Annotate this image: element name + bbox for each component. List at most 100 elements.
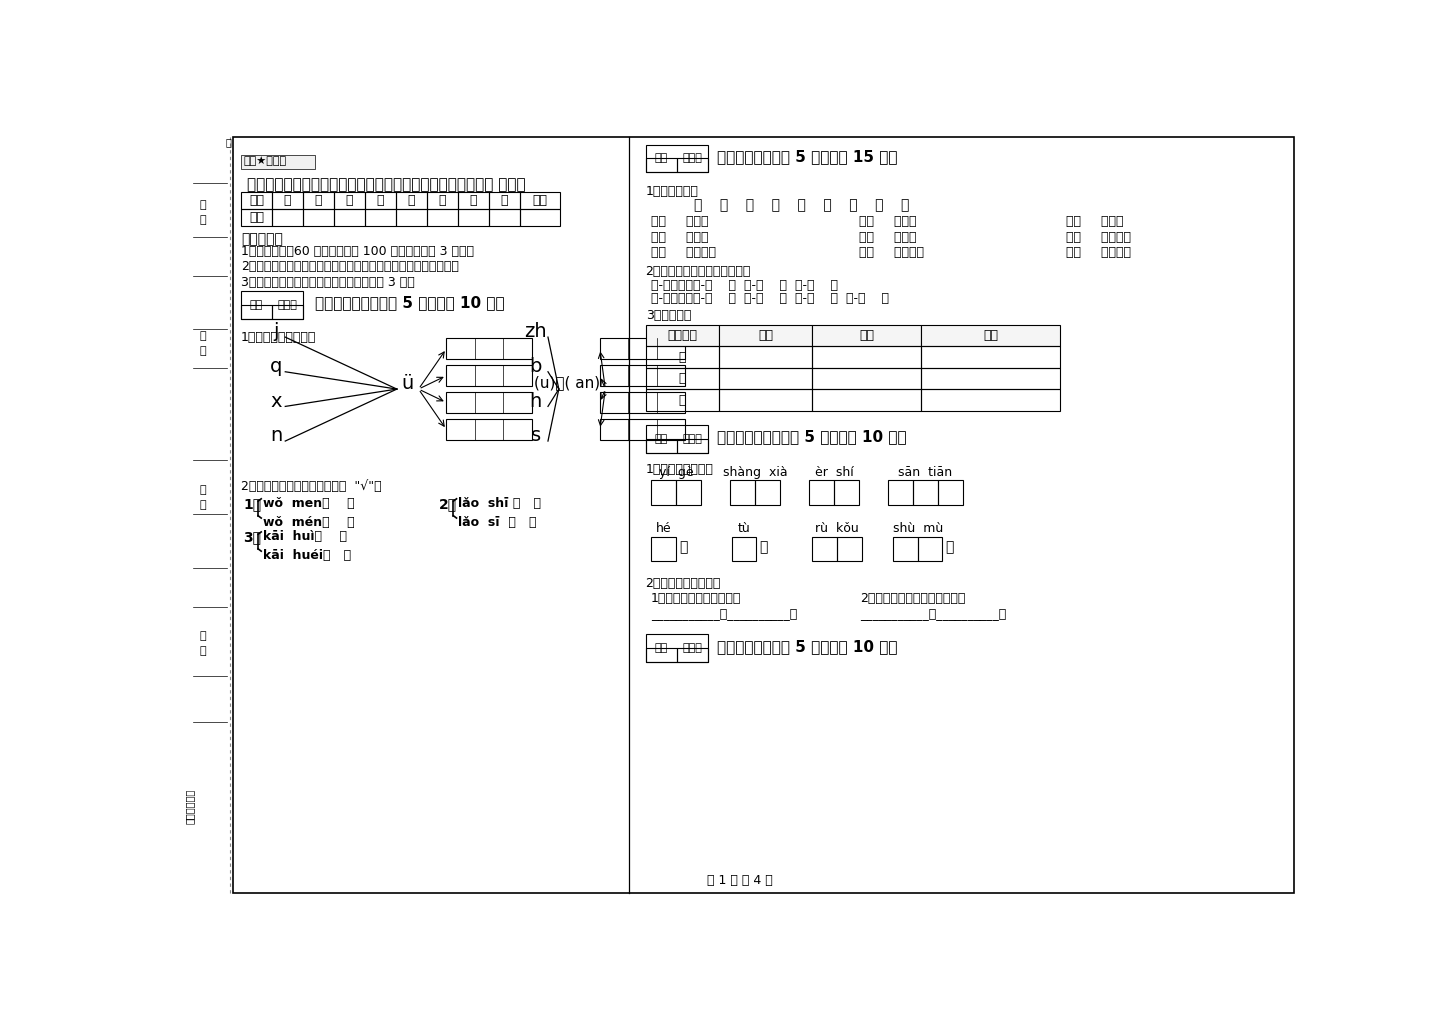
Text: yí  gè: yí gè (659, 466, 694, 479)
Bar (913, 480, 938, 505)
Text: 1、王老师在灯下改作业。: 1、王老师在灯下改作业。 (652, 592, 741, 605)
Bar (646, 439, 676, 452)
Bar (600, 392, 685, 413)
Text: 音节: 音节 (858, 329, 874, 342)
Text: ___________再__________。: ___________再__________。 (860, 607, 1007, 621)
Text: sān  tiān: sān tiān (899, 466, 952, 479)
Bar (646, 145, 708, 172)
Bar (241, 193, 272, 209)
Bar (447, 392, 532, 413)
Text: 号: 号 (199, 215, 205, 225)
Bar (520, 193, 561, 209)
Text: rù  kǒu: rù kǒu (815, 522, 858, 535)
Bar (834, 480, 858, 505)
Text: ü: ü (402, 374, 413, 393)
Bar (334, 209, 366, 226)
Text: 得分: 得分 (655, 643, 668, 653)
Text: 校: 校 (199, 646, 205, 656)
Text: 隔（     ）村子: 隔（ ）村子 (652, 231, 708, 244)
Bar (458, 209, 488, 226)
Text: 得分: 得分 (249, 211, 264, 224)
Text: 二、填空题（每题 5 分，共计 15 分）: 二、填空题（每题 5 分，共计 15 分） (717, 149, 897, 164)
Bar (652, 537, 676, 561)
Bar (488, 193, 520, 209)
Text: 1、选字填空。: 1、选字填空。 (646, 184, 698, 198)
Bar (303, 209, 334, 226)
Text: 博尔塔拉蒙古自治州实验小学一年级语文上学期自我检测试题 附答案: 博尔塔拉蒙古自治州实验小学一年级语文上学期自我检测试题 附答案 (247, 177, 526, 192)
Bar (676, 648, 708, 662)
Bar (720, 389, 812, 411)
Text: 地: 地 (760, 540, 767, 554)
Text: 二: 二 (315, 195, 322, 207)
Text: 要查的字: 要查的字 (668, 329, 698, 342)
Text: 得分: 得分 (655, 434, 668, 443)
Text: 姓: 姓 (199, 330, 205, 340)
Text: 满（     ）的桃子: 满（ ）的桃子 (652, 247, 717, 259)
Bar (652, 480, 676, 505)
Text: ___________在__________。: ___________在__________。 (652, 607, 798, 621)
Bar (720, 325, 812, 346)
Text: 那: 那 (679, 372, 686, 385)
Bar (837, 537, 861, 561)
Bar (241, 155, 315, 169)
Bar (488, 209, 520, 226)
Text: 树: 树 (945, 540, 954, 554)
Text: 2、我会读，也会写。: 2、我会读，也会写。 (646, 577, 721, 590)
Text: b: b (529, 357, 542, 376)
Text: 学: 学 (199, 631, 205, 641)
Text: 评卷人: 评卷人 (682, 154, 702, 163)
Text: 级: 级 (199, 500, 205, 510)
Text: 评卷人: 评卷人 (277, 300, 298, 310)
Text: q: q (270, 357, 282, 376)
Text: 六: 六 (439, 195, 447, 207)
Text: 题: 题 (225, 137, 231, 147)
Bar (920, 325, 1061, 346)
Bar (458, 193, 488, 209)
Text: 题号: 题号 (249, 195, 264, 207)
Text: kāi  huéi（   ）: kāi huéi（ ） (263, 549, 351, 561)
Text: 2、我能在正确的的音节后面打  "√"。: 2、我能在正确的的音节后面打 "√"。 (241, 480, 381, 492)
Bar (272, 305, 303, 319)
Bar (889, 480, 913, 505)
Text: 四、连一连（每题 5 分，共计 10 分）: 四、连一连（每题 5 分，共计 10 分） (717, 639, 897, 654)
Bar (676, 439, 708, 452)
Text: shàng  xià: shàng xià (722, 466, 788, 479)
Bar (241, 305, 272, 319)
Bar (646, 368, 720, 389)
Bar (920, 389, 1061, 411)
Text: 2、请首先按要求在试卷的指定位置填写您的姓名、班级、学号。: 2、请首先按要求在试卷的指定位置填写您的姓名、班级、学号。 (241, 260, 460, 273)
Bar (600, 419, 685, 440)
Text: èr  shí: èr shí (815, 466, 854, 479)
Bar (920, 346, 1061, 368)
Text: 3、不要在试卷上乱写乱画，卷面不整洁扣 3 分。: 3、不要在试卷上乱写乱画，卷面不整洁扣 3 分。 (241, 275, 415, 288)
Text: 五: 五 (407, 195, 415, 207)
Text: 总分: 总分 (533, 195, 548, 207)
Text: 得分: 得分 (250, 300, 263, 310)
Text: 评卷人: 评卷人 (682, 434, 702, 443)
Text: 隔（     ）青山: 隔（ ）青山 (652, 215, 708, 228)
Text: 一、拼音部分（每题 5 分，共计 10 分）: 一、拼音部分（每题 5 分，共计 10 分） (315, 296, 504, 311)
Text: j: j (273, 322, 279, 341)
Text: 班: 班 (199, 485, 205, 494)
Bar (646, 346, 720, 368)
Bar (447, 338, 532, 359)
Text: 三、识字写字（每题 5 分，共计 10 分）: 三、识字写字（每题 5 分，共计 10 分） (717, 430, 906, 444)
Text: 考试须知：: 考试须知： (241, 232, 283, 247)
Bar (600, 365, 685, 386)
Bar (396, 209, 428, 226)
Bar (447, 419, 532, 440)
Bar (731, 537, 756, 561)
Bar (241, 290, 303, 319)
Text: 他-（她）：活-（    ）  帆-（    ）  地-（    ）: 他-（她）：活-（ ） 帆-（ ） 地-（ ） (652, 278, 838, 291)
Text: lǎo  sī  （   ）: lǎo sī （ ） (458, 516, 536, 529)
Text: 忘: 忘 (679, 393, 686, 407)
Bar (428, 193, 458, 209)
Bar (676, 159, 708, 172)
Bar (938, 480, 962, 505)
Bar (812, 346, 920, 368)
Bar (893, 537, 918, 561)
Bar (272, 209, 303, 226)
Bar (812, 368, 920, 389)
Bar (730, 480, 754, 505)
Bar (812, 325, 920, 346)
